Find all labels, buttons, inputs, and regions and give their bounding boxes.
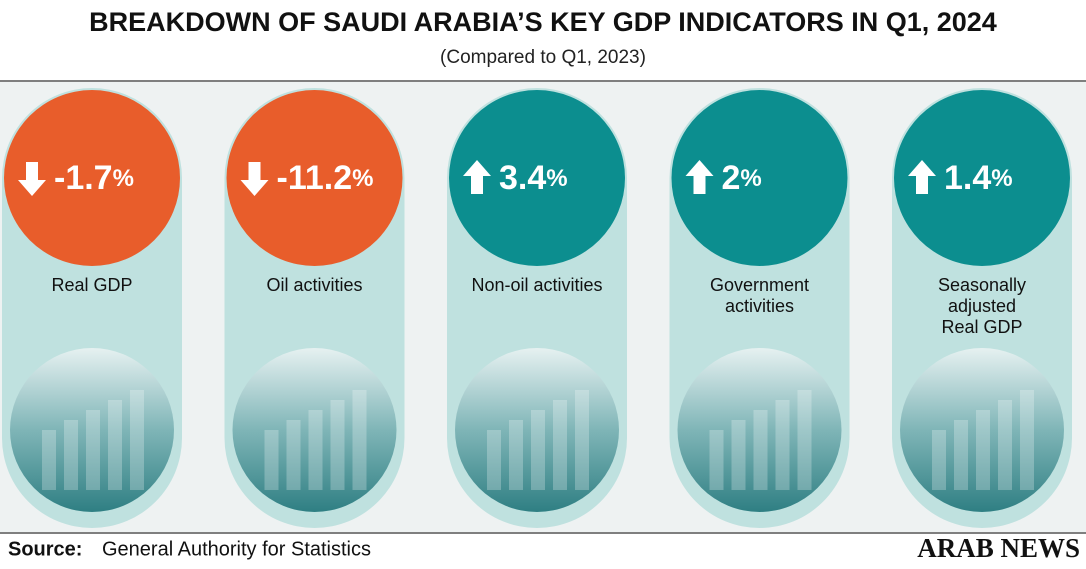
card: -11.2% Oil activities (224, 88, 405, 528)
photo (10, 348, 174, 512)
value: -11.2% (277, 159, 374, 197)
card-label: adjusted (948, 296, 1016, 316)
card-label: Government (710, 275, 809, 295)
photo-detail (86, 410, 100, 490)
arrow (240, 162, 269, 196)
source-label: Source: (8, 538, 82, 560)
photo-detail (753, 410, 768, 490)
photo-detail (731, 420, 746, 490)
value-unit: % (352, 165, 373, 192)
photo-detail (330, 400, 345, 490)
source: General Authority for Statistics (102, 538, 371, 560)
photo-detail (1020, 390, 1034, 490)
value: 2% (722, 159, 762, 197)
card-label: activities (725, 296, 794, 316)
photo (900, 348, 1064, 512)
value-number: 2 (722, 159, 741, 197)
card-label: Real GDP (941, 317, 1022, 337)
arrow (463, 160, 491, 194)
photo-detail (108, 400, 122, 490)
photo (232, 348, 397, 512)
card: -1.7% Real GDP (2, 88, 182, 528)
value: -1.7% (54, 159, 134, 197)
photo-detail (553, 400, 567, 490)
value-unit: % (546, 165, 567, 192)
arrow (18, 162, 46, 196)
brand: ARAB NEWS (917, 533, 1080, 563)
cards: -1.7% Real GDP -11.2% Oil activities 3.4% Non… (2, 88, 1072, 528)
photo-detail (775, 400, 790, 490)
value-circle (4, 90, 180, 266)
photo-detail (308, 410, 323, 490)
photo-detail (509, 420, 523, 490)
photo-detail (531, 410, 545, 490)
photo-detail (352, 390, 367, 490)
photo-detail (709, 430, 724, 490)
photo-detail (976, 410, 990, 490)
photo-detail (42, 430, 56, 490)
value: 1.4% (944, 159, 1013, 197)
photo (677, 348, 842, 512)
value-circle (671, 90, 848, 266)
card: 3.4% Non-oil activities (447, 88, 627, 528)
photo-detail (932, 430, 946, 490)
value-circle (894, 90, 1070, 266)
value-unit: % (740, 165, 761, 192)
photo-detail (575, 390, 589, 490)
card-label: Real GDP (51, 275, 132, 295)
photo (455, 348, 619, 512)
card-label: Oil activities (266, 275, 362, 295)
value-circle (226, 90, 403, 266)
arrow (908, 160, 936, 194)
photo-detail (954, 420, 968, 490)
value-number: -1.7 (54, 159, 113, 197)
photo-detail (286, 420, 301, 490)
photo-detail (130, 390, 144, 490)
photo-detail (264, 430, 279, 490)
value-circle (449, 90, 625, 266)
value-number: 3.4 (499, 159, 546, 197)
card-label: Seasonally (938, 275, 1026, 295)
photo-detail (64, 420, 78, 490)
subtitle: (Compared to Q1, 2023) (440, 47, 646, 68)
title: BREAKDOWN OF SAUDI ARABIA’S KEY GDP INDI… (89, 7, 997, 37)
value: 3.4% (499, 159, 568, 197)
photo-detail (487, 430, 501, 490)
value-number: -11.2 (277, 159, 353, 197)
arrow (685, 160, 714, 194)
photo-detail (797, 390, 812, 490)
photo-detail (998, 400, 1012, 490)
value-number: 1.4 (944, 159, 991, 197)
card-label: Non-oil activities (471, 275, 602, 295)
value-unit: % (113, 165, 134, 192)
value-unit: % (991, 165, 1012, 192)
